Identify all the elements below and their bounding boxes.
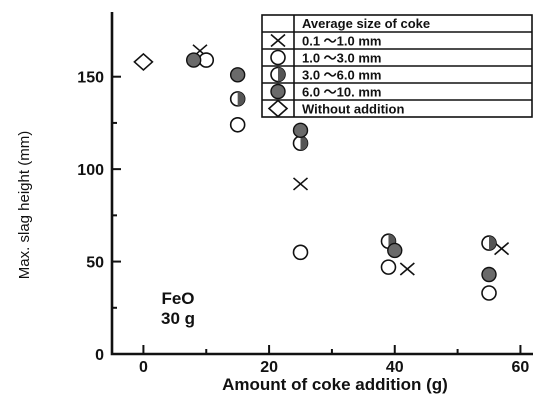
x-tick-label: 20	[260, 359, 278, 376]
legend-title: Average size of coke	[302, 16, 430, 31]
legend-marker-x	[270, 33, 286, 48]
y-tick-label: 0	[95, 347, 104, 364]
data-point-diamond	[133, 52, 154, 71]
filled-circle-marker	[387, 242, 403, 259]
filled-circle-marker	[270, 83, 286, 100]
data-point-filled-circle	[481, 266, 497, 283]
x-marker-stroke	[270, 33, 286, 48]
data-point-open-circle	[380, 259, 397, 275]
legend-marker-open-circle	[270, 49, 286, 66]
x-axis-label: Amount of coke addition (g)	[222, 375, 448, 394]
data-point-open-circle	[229, 116, 246, 133]
half-circle-fill	[489, 236, 497, 251]
annotation-feo: FeO	[161, 289, 194, 308]
filled-circle-marker	[481, 266, 497, 283]
data-point-open-circle	[481, 285, 497, 301]
x-tick-label: 40	[386, 359, 404, 376]
open-circle-marker	[380, 259, 397, 275]
legend-marker-diamond	[267, 99, 289, 118]
filled-circle-marker	[185, 52, 202, 68]
annotation-amount: 30 g	[161, 309, 195, 328]
legend-entry-label: 3.0 ～6.0 mm	[302, 68, 382, 83]
filled-circle-marker	[292, 122, 309, 139]
data-points	[133, 44, 510, 301]
data-point-half-circle	[481, 235, 497, 251]
data-point-open-circle	[292, 244, 309, 261]
y-axis-label: Max. slag height (mm)	[16, 131, 33, 279]
legend: Average size of coke 0.1 ～1.0 mm 1.0 ～3.0 …	[261, 14, 533, 118]
half-circle-fill	[278, 67, 285, 82]
data-point-x	[292, 177, 309, 191]
data-point-filled-circle	[387, 242, 403, 259]
data-point-half-circle	[229, 91, 246, 107]
y-tick-label: 100	[77, 162, 104, 179]
y-tick-label: 50	[86, 255, 104, 272]
x-tick-label: 0	[139, 359, 148, 376]
half-circle-fill	[237, 91, 245, 106]
open-circle-marker	[229, 116, 246, 133]
data-point-filled-circle	[292, 122, 309, 139]
data-point-x	[399, 262, 415, 276]
legend-entry-label: Without addition	[302, 102, 404, 117]
data-point-half-circle	[292, 135, 309, 152]
half-circle-fill	[300, 136, 308, 151]
open-circle-marker	[292, 244, 309, 261]
open-circle-marker	[270, 49, 286, 66]
filled-circle-marker	[229, 67, 246, 83]
data-point-filled-circle	[229, 67, 246, 83]
data-point-filled-circle	[185, 52, 202, 68]
open-circle-marker	[481, 285, 497, 301]
x-marker-stroke	[494, 242, 510, 256]
legend-marker-half-circle	[270, 66, 286, 83]
diamond-marker	[133, 52, 154, 71]
legend-entry-label: 0.1 ～1.0 mm	[302, 34, 382, 49]
y-tick-label: 150	[77, 70, 104, 87]
x-marker-stroke	[292, 177, 309, 191]
diamond-marker	[267, 99, 289, 118]
data-point-x	[494, 242, 510, 256]
x-tick-label: 60	[512, 359, 530, 376]
legend-marker-filled-circle	[270, 83, 286, 100]
ticks: 0 50 100 150 0 20 40 60	[77, 70, 529, 376]
x-marker-stroke	[399, 262, 415, 276]
legend-entry-label: 6.0 ～10. mm	[302, 85, 382, 100]
legend-entry-label: 1.0 ～3.0 mm	[302, 51, 382, 66]
